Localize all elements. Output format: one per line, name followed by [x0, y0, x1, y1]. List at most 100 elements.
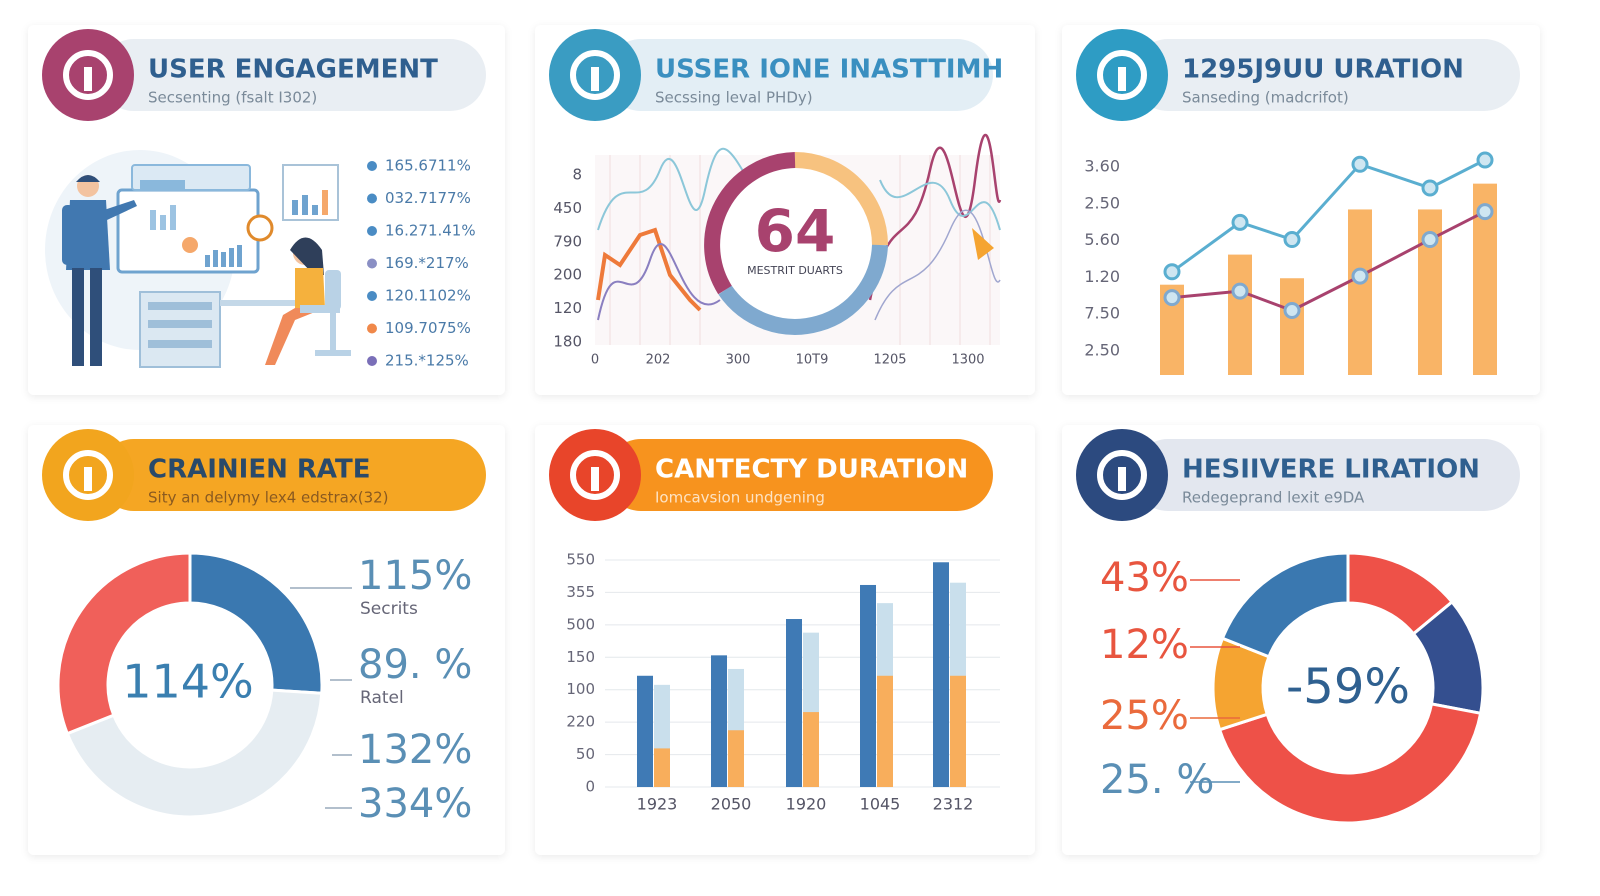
label-value: 25. %: [1100, 757, 1214, 803]
point: [1421, 179, 1439, 197]
header-pill: [1132, 39, 1520, 111]
stat-icon: [367, 258, 377, 269]
y-tick-label: 7.50: [1084, 304, 1120, 323]
panel-title: USER ENGAGEMENT: [148, 55, 438, 85]
line-chart-decoration: [595, 133, 1002, 345]
point: [1476, 203, 1494, 221]
y-tick-label: 200: [553, 266, 582, 284]
bar: [860, 584, 876, 787]
icon-glyph: [1118, 67, 1126, 91]
panel-subtitle: Sity an delymy lex4 edstrax(32): [148, 489, 389, 507]
donut-segment: [1217, 702, 1483, 825]
x-tick-label: 1205: [873, 353, 906, 368]
panel-title: USSER IONE INASTTIMH: [655, 55, 1003, 85]
icon-glyph: [570, 450, 620, 500]
line: [1171, 158, 1486, 274]
label-value: 25%: [1100, 693, 1189, 739]
label-value: 334%: [358, 781, 472, 827]
point: [1283, 302, 1301, 319]
donut-segment: [56, 551, 192, 736]
icon-glyph: [1118, 467, 1126, 491]
bar: [950, 675, 966, 787]
stat-icon: [367, 226, 377, 236]
stat-label: 16.271.41%: [385, 222, 476, 240]
label-value: 12%: [1100, 622, 1189, 668]
label-value: 115%: [358, 553, 472, 599]
panel-title: CANTECTY DURATION: [655, 455, 968, 485]
panel-title: 1295J9UU URATION: [1182, 55, 1464, 85]
label-caption: Ratel: [360, 688, 404, 708]
panel-subtitle: Secssing leval PHDy): [655, 89, 813, 107]
stat-icon: [367, 291, 377, 301]
x-tick-label: 1920: [786, 795, 827, 814]
y-tick-label: 2.50: [1084, 193, 1120, 212]
header-pill: [98, 39, 486, 111]
point: [1231, 213, 1249, 231]
y-tick-label: 3.60: [1084, 157, 1120, 176]
point: [1283, 231, 1301, 249]
point: [1421, 231, 1439, 249]
y-tick-label: 2.50: [1084, 341, 1120, 360]
illustration: [45, 150, 351, 368]
y-tick-label: 100: [566, 680, 595, 698]
icon-glyph: [84, 67, 92, 91]
bar: [786, 619, 802, 787]
icon-glyph: [1097, 450, 1147, 500]
x-tick-label: 1923: [637, 795, 678, 814]
panel-subtitle: Redegeprand lexit e9DA: [1182, 489, 1365, 507]
x-tick-label: 300: [726, 353, 751, 368]
stat-label: 215.*125%: [385, 352, 469, 370]
stat-label: 120.1102%: [385, 287, 471, 305]
stat-label: 109.7075%: [385, 319, 471, 337]
bar: [654, 748, 670, 787]
stat-label: 032.7177%: [385, 189, 471, 207]
bar: [877, 675, 893, 787]
stat-icon: [367, 161, 377, 171]
icon-glyph: [570, 50, 620, 100]
label-value: 89. %: [358, 642, 472, 688]
y-tick-label: 8: [572, 166, 582, 184]
bar: [637, 675, 653, 787]
point: [1351, 267, 1369, 285]
bar: [1228, 254, 1252, 375]
y-tick-label: 5.60: [1084, 230, 1120, 249]
icon-glyph: [591, 67, 599, 91]
panel-title: HESIIVERE LIRATION: [1182, 455, 1480, 485]
icon-glyph: [63, 50, 113, 100]
bar: [933, 562, 949, 787]
panel-subtitle: Sanseding (madcrifot): [1182, 89, 1349, 107]
x-tick-label: 2050: [711, 795, 752, 814]
x-tick-label: 202: [646, 353, 671, 368]
icon-glyph: [63, 450, 113, 500]
y-tick-label: 1.20: [1084, 267, 1120, 286]
x-tick-label: 2312: [933, 795, 974, 814]
icon-glyph: [1097, 50, 1147, 100]
point: [1231, 282, 1249, 300]
panel-subtitle: Secsenting (fsalt I302): [148, 89, 317, 107]
x-tick-label: 1045: [860, 795, 901, 814]
y-tick-label: 790: [553, 232, 582, 250]
y-tick-label: 0: [585, 778, 595, 796]
point: [1351, 155, 1369, 173]
header-pill: [1132, 439, 1520, 511]
center-value: -59%: [1286, 659, 1410, 715]
y-tick-label: 550: [566, 551, 595, 569]
stat-icon: [367, 193, 377, 204]
panel-subtitle: Iomcavsion undgening: [655, 489, 825, 507]
center-value: 114%: [122, 655, 254, 709]
bar: [728, 730, 744, 787]
label-value: 43%: [1100, 555, 1189, 601]
header-pill: [605, 439, 993, 511]
donut-segment: [188, 551, 324, 695]
header-pill: [605, 39, 993, 111]
x-tick-label: 0: [591, 353, 599, 368]
y-tick-label: 450: [553, 199, 582, 217]
y-tick-label: 120: [553, 299, 582, 317]
point: [1163, 263, 1181, 281]
stat-icon: [367, 323, 377, 334]
y-tick-label: 500: [566, 615, 595, 633]
icon-glyph: [84, 467, 92, 491]
bar: [1348, 209, 1372, 375]
panel-title: CRAINIEN RATE: [148, 455, 371, 485]
donut-segment: [65, 688, 324, 819]
